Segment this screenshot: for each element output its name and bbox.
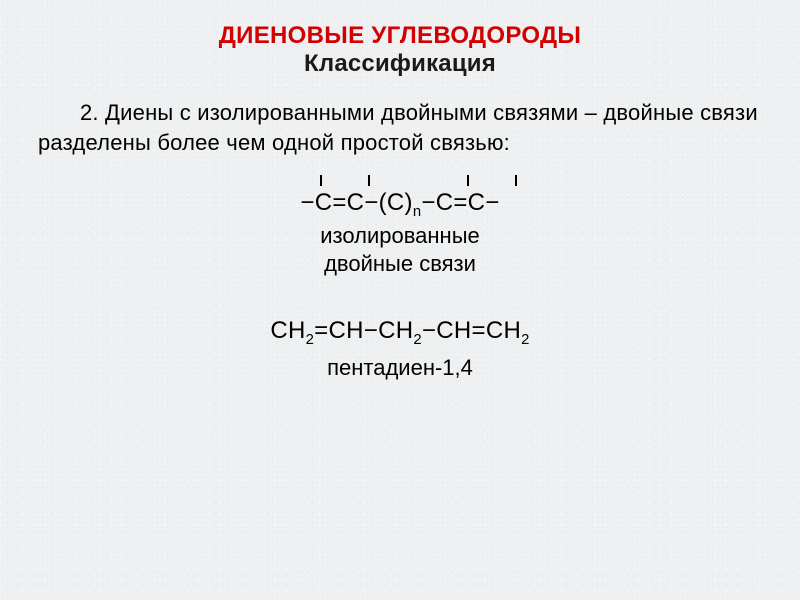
structural-formula-block: −С=С−(С)n−С=С− изолированные двойные свя…	[38, 171, 762, 277]
formula-subscript: 2	[413, 332, 422, 348]
atom-tick	[515, 175, 517, 186]
formula-segment: −CH=CH	[422, 317, 521, 344]
example-formula: CH2=CH−CH2−CH=CH2	[38, 317, 762, 345]
slide: ДИЕНОВЫЕ УГЛЕВОДОРОДЫ Классификация 2. Д…	[0, 0, 800, 600]
example-compound-name: пентадиен-1,4	[38, 355, 762, 381]
atom-tick	[368, 175, 370, 186]
title-block: ДИЕНОВЫЕ УГЛЕВОДОРОДЫ Классификация	[38, 22, 762, 78]
title-line-1: ДИЕНОВЫЕ УГЛЕВОДОРОДЫ	[38, 22, 762, 50]
formula-subscript: 2	[521, 332, 530, 348]
formula-segment: CH	[270, 317, 305, 344]
title-line-2: Классификация	[38, 50, 762, 78]
structural-formula-text: −С=С−(С)n−С=С−	[300, 189, 499, 217]
formula-segment: =CH−CH	[314, 317, 413, 344]
atom-tick	[467, 175, 469, 186]
formula-segment: −С=С−	[421, 189, 499, 216]
formula-caption-line-1: изолированные	[38, 223, 762, 249]
example-formula-block: CH2=CH−CH2−CH=CH2 пентадиен-1,4	[38, 317, 762, 381]
atom-tick	[320, 175, 322, 186]
structural-formula: −С=С−(С)n−С=С−	[300, 171, 499, 217]
formula-subscript: 2	[306, 332, 315, 348]
formula-caption-line-2: двойные связи	[38, 251, 762, 277]
atom-ticks-row	[300, 171, 499, 189]
body-paragraph: 2. Диены с изолированными двойными связя…	[38, 98, 762, 157]
formula-segment: −С=С−(С)	[300, 189, 412, 216]
